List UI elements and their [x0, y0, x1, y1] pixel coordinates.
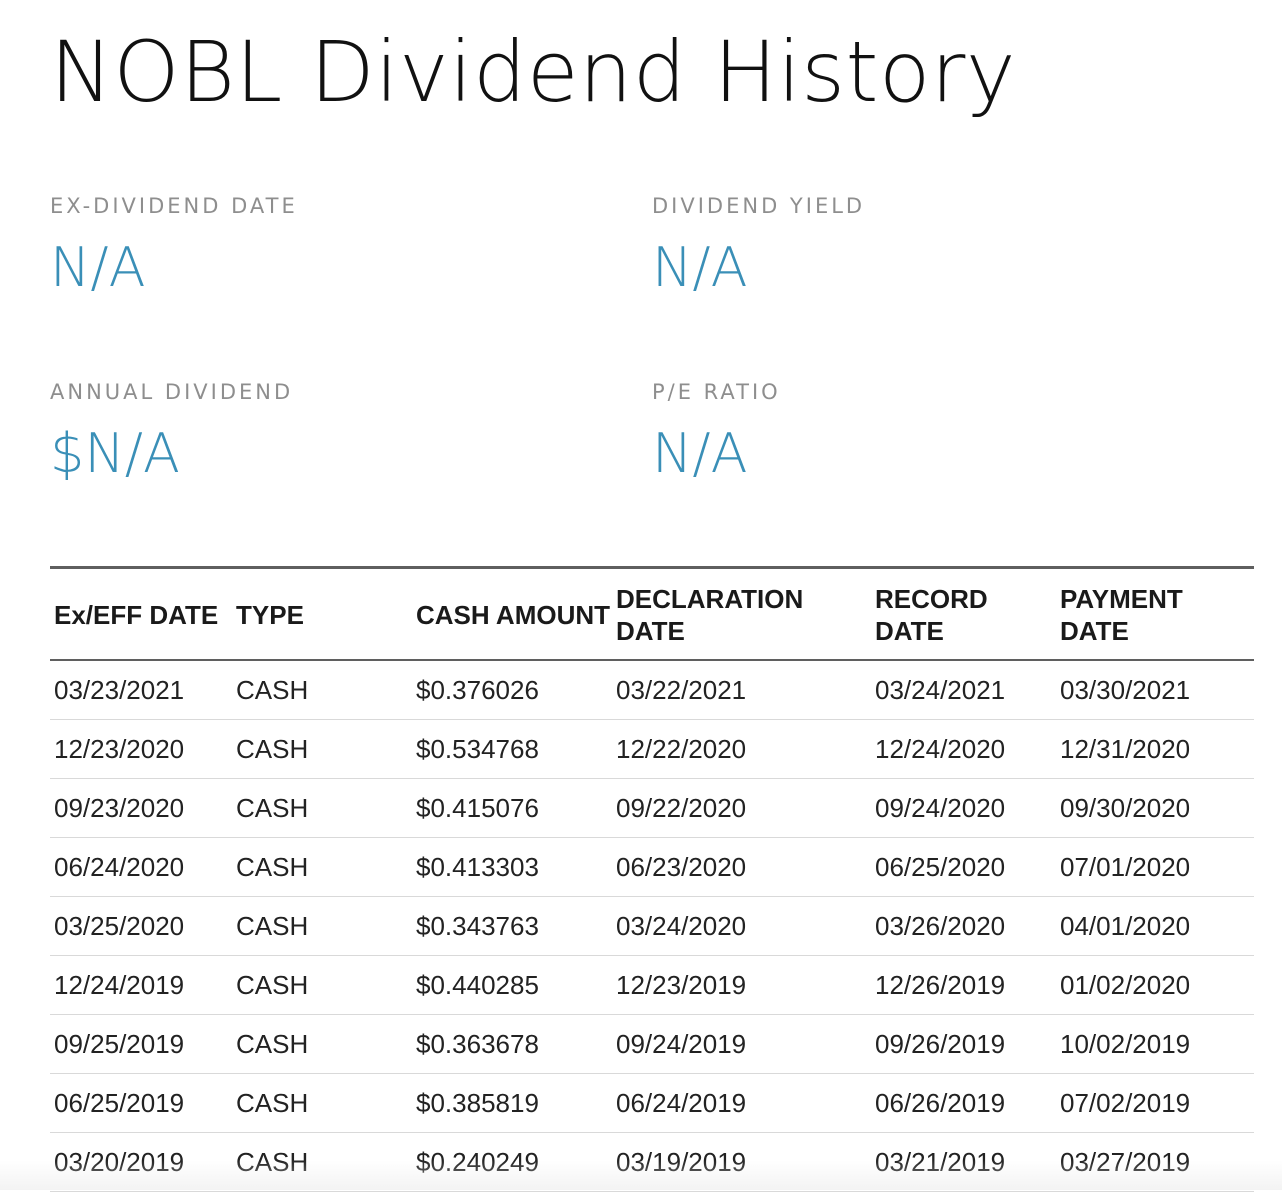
column-header-ex-eff-date[interactable]: Ex/EFF DATE — [50, 567, 232, 661]
cell-type: CASH — [232, 1014, 412, 1074]
cell-declaration-date: 06/24/2019 — [612, 1073, 871, 1133]
cell-ex-eff-date: 12/24/2019 — [50, 955, 232, 1015]
cell-type: CASH — [232, 955, 412, 1015]
column-header-cash-amount[interactable]: CASH AMOUNT — [412, 567, 612, 661]
cell-record-date: 06/26/2019 — [871, 1073, 1056, 1133]
cell-type: CASH — [232, 719, 412, 779]
cell-payment-date: 10/02/2019 — [1056, 1014, 1254, 1074]
cell-record-date: 03/26/2020 — [871, 896, 1056, 956]
cell-type: CASH — [232, 837, 412, 897]
cell-declaration-date: 12/23/2019 — [612, 955, 871, 1015]
cell-type: CASH — [232, 896, 412, 956]
column-header-type[interactable]: TYPE — [232, 567, 412, 661]
dividend-history-table-wrap: Ex/EFF DATE TYPE CASH AMOUNT DECLARATION… — [50, 566, 1254, 1192]
cell-record-date: 09/26/2019 — [871, 1014, 1056, 1074]
cell-cash-amount: $0.385819 — [412, 1073, 612, 1133]
cell-payment-date: 09/30/2020 — [1056, 778, 1254, 838]
cell-payment-date: 01/02/2020 — [1056, 955, 1254, 1015]
cell-record-date: 12/24/2020 — [871, 719, 1056, 779]
cell-type: CASH — [232, 1132, 412, 1192]
table-row: 06/24/2020 CASH $0.413303 06/23/2020 06/25/2… — [50, 837, 1254, 897]
table-row: 03/20/2019 CASH $0.240249 03/19/2019 03/21/2… — [50, 1132, 1254, 1192]
column-header-record-date[interactable]: RECORD DATE — [871, 567, 1056, 661]
column-header-declaration-date[interactable]: DECLARATION DATE — [612, 567, 871, 661]
table-row: 03/25/2020 CASH $0.343763 03/24/2020 03/26/2… — [50, 896, 1254, 956]
cell-declaration-date: 03/24/2020 — [612, 896, 871, 956]
cell-record-date: 03/24/2021 — [871, 660, 1056, 720]
table-header-row: Ex/EFF DATE TYPE CASH AMOUNT DECLARATION… — [50, 567, 1254, 661]
table-row: 03/23/2021 CASH $0.376026 03/22/2021 03/24/2… — [50, 660, 1254, 720]
cell-declaration-date: 03/22/2021 — [612, 660, 871, 720]
cell-declaration-date: 12/22/2020 — [612, 719, 871, 779]
stat-value: $N/A — [50, 422, 180, 485]
cell-payment-date: 03/27/2019 — [1056, 1132, 1254, 1192]
cell-type: CASH — [232, 660, 412, 720]
stat-label: ANNUAL DIVIDEND — [50, 380, 294, 404]
cell-payment-date: 04/01/2020 — [1056, 896, 1254, 956]
cell-record-date: 09/24/2020 — [871, 778, 1056, 838]
column-header-payment-date[interactable]: PAYMENT DATE — [1056, 567, 1254, 661]
dividend-history-table: Ex/EFF DATE TYPE CASH AMOUNT DECLARATION… — [50, 566, 1254, 1192]
cell-cash-amount: $0.440285 — [412, 955, 612, 1015]
stat-value: N/A — [652, 422, 748, 485]
cell-ex-eff-date: 03/25/2020 — [50, 896, 232, 956]
cell-declaration-date: 09/22/2020 — [612, 778, 871, 838]
stat-value: N/A — [50, 236, 146, 299]
cell-cash-amount: $0.240249 — [412, 1132, 612, 1192]
stat-dividend-yield: DIVIDEND YIELD N/A — [652, 194, 1212, 298]
cell-ex-eff-date: 03/20/2019 — [50, 1132, 232, 1192]
cell-declaration-date: 03/19/2019 — [612, 1132, 871, 1192]
cell-cash-amount: $0.376026 — [412, 660, 612, 720]
cell-cash-amount: $0.415076 — [412, 778, 612, 838]
stat-label: P/E RATIO — [652, 380, 781, 404]
table-row: 06/25/2019 CASH $0.385819 06/24/2019 06/26/2… — [50, 1073, 1254, 1133]
cell-record-date: 03/21/2019 — [871, 1132, 1056, 1192]
stat-label: DIVIDEND YIELD — [652, 194, 866, 218]
table-row: 12/24/2019 CASH $0.440285 12/23/2019 12/26/2… — [50, 955, 1254, 1015]
table-row: 09/25/2019 CASH $0.363678 09/24/2019 09/26/2… — [50, 1014, 1254, 1074]
cell-ex-eff-date: 09/23/2020 — [50, 778, 232, 838]
page-title: NOBL Dividend History — [50, 23, 1017, 121]
cell-cash-amount: $0.343763 — [412, 896, 612, 956]
cell-payment-date: 12/31/2020 — [1056, 719, 1254, 779]
cell-cash-amount: $0.363678 — [412, 1014, 612, 1074]
stat-value: N/A — [652, 236, 748, 299]
table-row: 09/23/2020 CASH $0.415076 09/22/2020 09/24/2… — [50, 778, 1254, 838]
stat-ex-dividend-date: EX-DIVIDEND DATE N/A — [50, 194, 610, 298]
stat-pe-ratio: P/E RATIO N/A — [652, 380, 1212, 484]
cell-payment-date: 07/01/2020 — [1056, 837, 1254, 897]
cell-payment-date: 07/02/2019 — [1056, 1073, 1254, 1133]
cell-record-date: 12/26/2019 — [871, 955, 1056, 1015]
table-header: Ex/EFF DATE TYPE CASH AMOUNT DECLARATION… — [50, 567, 1254, 661]
cell-ex-eff-date: 06/24/2020 — [50, 837, 232, 897]
cell-ex-eff-date: 06/25/2019 — [50, 1073, 232, 1133]
cell-ex-eff-date: 09/25/2019 — [50, 1014, 232, 1074]
cell-payment-date: 03/30/2021 — [1056, 660, 1254, 720]
cell-record-date: 06/25/2020 — [871, 837, 1056, 897]
cell-cash-amount: $0.413303 — [412, 837, 612, 897]
cell-declaration-date: 09/24/2019 — [612, 1014, 871, 1074]
table-body: 03/23/2021 CASH $0.376026 03/22/2021 03/24/2… — [50, 660, 1254, 1192]
cell-ex-eff-date: 03/23/2021 — [50, 660, 232, 720]
table-row: 12/23/2020 CASH $0.534768 12/22/2020 12/24/2… — [50, 719, 1254, 779]
stat-annual-dividend: ANNUAL DIVIDEND $N/A — [50, 380, 610, 484]
stat-label: EX-DIVIDEND DATE — [50, 194, 298, 218]
cell-cash-amount: $0.534768 — [412, 719, 612, 779]
cell-type: CASH — [232, 778, 412, 838]
cell-declaration-date: 06/23/2020 — [612, 837, 871, 897]
cell-type: CASH — [232, 1073, 412, 1133]
cell-ex-eff-date: 12/23/2020 — [50, 719, 232, 779]
